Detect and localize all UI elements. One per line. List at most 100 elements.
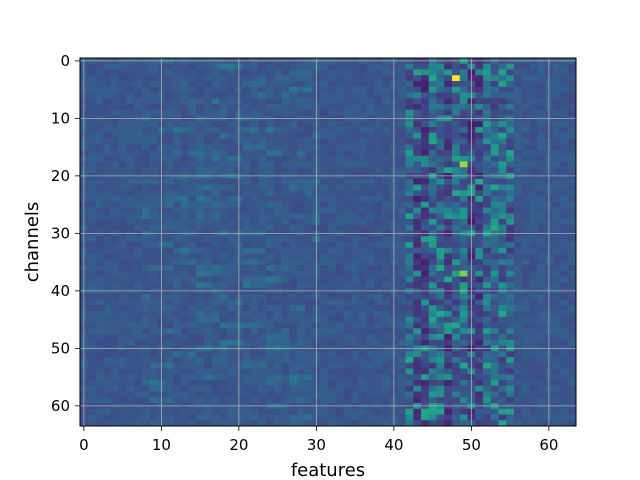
heatmap-cell <box>568 92 577 99</box>
heatmap-cell <box>196 322 205 329</box>
heatmap-cell <box>483 397 492 404</box>
heatmap-cell <box>366 293 375 300</box>
heatmap-cell <box>134 282 143 289</box>
heatmap-cell <box>320 196 329 203</box>
heatmap-cell <box>95 224 104 231</box>
heatmap-cell <box>521 253 530 260</box>
heatmap-cell <box>537 334 546 341</box>
heatmap-cell <box>211 184 220 191</box>
heatmap-cell <box>490 196 499 203</box>
heatmap-cell <box>227 322 236 329</box>
heatmap-cell <box>297 98 306 105</box>
heatmap-cell <box>436 322 445 329</box>
heatmap-cell <box>359 178 368 185</box>
heatmap-cell <box>204 253 213 260</box>
heatmap-cell <box>506 63 515 70</box>
heatmap-cell <box>452 362 461 369</box>
heatmap-cell <box>149 167 158 174</box>
heatmap-cell <box>180 299 189 306</box>
heatmap-cell <box>196 334 205 341</box>
heatmap-cell <box>258 362 267 369</box>
heatmap-cell <box>289 121 298 128</box>
heatmap-cell <box>328 334 337 341</box>
heatmap-cell <box>490 104 499 111</box>
heatmap-cell <box>568 190 577 197</box>
heatmap-cell <box>273 420 282 427</box>
heatmap-cell <box>328 316 337 323</box>
heatmap-cell <box>165 328 174 335</box>
heatmap-cell <box>173 98 182 105</box>
heatmap-cell <box>483 219 492 226</box>
heatmap-cell <box>95 98 104 105</box>
heatmap-cell <box>490 391 499 398</box>
heatmap-cell <box>149 265 158 272</box>
heatmap-cell <box>374 86 383 93</box>
heatmap-cell <box>149 98 158 105</box>
heatmap-cell <box>560 293 569 300</box>
heatmap-cell <box>227 184 236 191</box>
heatmap-cell <box>537 127 546 134</box>
heatmap-cell <box>475 270 484 277</box>
heatmap-cell <box>459 339 468 346</box>
heatmap-cell <box>506 213 515 220</box>
heatmap-cell <box>405 328 414 335</box>
heatmap-cell <box>444 282 453 289</box>
heatmap-cell <box>568 276 577 283</box>
heatmap-cell <box>211 161 220 168</box>
heatmap-cell <box>436 132 445 139</box>
heatmap-cell <box>483 207 492 214</box>
heatmap-cell <box>180 334 189 341</box>
heatmap-cell <box>335 144 344 151</box>
heatmap-cell <box>188 311 197 318</box>
heatmap-cell <box>258 374 267 381</box>
heatmap-cell <box>250 253 259 260</box>
heatmap-cell <box>498 270 507 277</box>
heatmap-cell <box>382 92 391 99</box>
heatmap-cell <box>118 276 127 283</box>
heatmap-cell <box>180 121 189 128</box>
heatmap-cell <box>111 305 120 312</box>
heatmap-cell <box>529 385 538 392</box>
heatmap-cell <box>258 368 267 375</box>
heatmap-cell <box>506 293 515 300</box>
heatmap-cell <box>374 328 383 335</box>
heatmap-cell <box>343 247 352 254</box>
heatmap-cell <box>227 69 236 76</box>
heatmap-cell <box>258 184 267 191</box>
heatmap-cell <box>514 357 523 364</box>
heatmap-cell <box>258 253 267 260</box>
heatmap-cell <box>281 305 290 312</box>
heatmap-cell <box>320 391 329 398</box>
heatmap-cell <box>227 81 236 88</box>
heatmap-cell <box>149 247 158 254</box>
heatmap-cell <box>351 282 360 289</box>
heatmap-cell <box>428 150 437 157</box>
heatmap-cell <box>273 391 282 398</box>
heatmap-cell <box>413 247 422 254</box>
heatmap-cell <box>343 311 352 318</box>
heatmap-cell <box>537 92 546 99</box>
heatmap-cell <box>514 305 523 312</box>
heatmap-cell <box>165 104 174 111</box>
heatmap-cell <box>281 408 290 415</box>
heatmap-cell <box>343 132 352 139</box>
heatmap-cell <box>514 161 523 168</box>
heatmap-cell <box>452 178 461 185</box>
heatmap-cell <box>95 253 104 260</box>
heatmap-cell <box>537 242 546 249</box>
heatmap-cell <box>514 270 523 277</box>
heatmap-cell <box>289 299 298 306</box>
heatmap-cell <box>266 104 275 111</box>
heatmap-cell <box>436 293 445 300</box>
heatmap-cell <box>250 334 259 341</box>
heatmap-cell <box>498 293 507 300</box>
heatmap-cell <box>421 334 430 341</box>
heatmap-cell <box>188 150 197 157</box>
heatmap-cell <box>242 75 251 82</box>
heatmap-cell <box>405 339 414 346</box>
heatmap-cell <box>459 81 468 88</box>
heatmap-cell <box>498 311 507 318</box>
heatmap-cell <box>95 408 104 415</box>
heatmap-cell <box>188 328 197 335</box>
heatmap-cell <box>335 150 344 157</box>
